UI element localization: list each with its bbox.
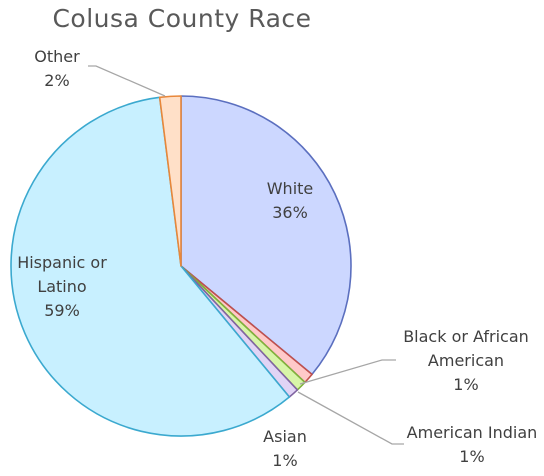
chart-title: Colusa County Race: [52, 4, 312, 33]
pie-slices: [10, 95, 352, 437]
leader-lines: [88, 65, 404, 445]
leader-line-black-or-african-american: [299, 359, 396, 385]
slice-label-line: American Indian: [407, 423, 538, 442]
slice-labels: White 36%Black or African American 1%Americ…: [17, 47, 537, 470]
pie-slice-hispanic-or-latino: [10, 96, 291, 437]
slice-label-line: 2%: [44, 71, 69, 90]
slice-label-line: 1%: [459, 447, 484, 466]
pie-slice-other: [158, 95, 182, 267]
slice-label-line: Other: [34, 47, 80, 66]
slice-label-line: 1%: [272, 451, 297, 470]
slice-label-white: White 36%: [267, 179, 314, 222]
slice-label-line: 59%: [44, 301, 80, 320]
slice-label-line: Asian: [263, 427, 307, 446]
slice-label-line: Hispanic or: [17, 253, 107, 272]
slice-label-line: Black or African: [403, 327, 529, 346]
leader-line-other: [88, 65, 166, 97]
pie-slice-white: [180, 95, 352, 376]
slice-label-hispanic-or-latino: Hispanic or Latino 59%: [17, 253, 107, 320]
slice-label-other: Other 2%: [34, 47, 80, 90]
slice-label-line: American: [428, 351, 504, 370]
slice-label-line: 1%: [453, 375, 478, 394]
slice-label-line: White: [267, 179, 314, 198]
slice-label-line: Latino: [37, 277, 86, 296]
slice-label-american-indian: American Indian 1%: [407, 423, 538, 466]
slice-label-asian: Asian 1%: [263, 427, 307, 470]
slice-label-black-or-african-american: Black or African American 1%: [403, 327, 529, 394]
slice-label-line: 36%: [272, 203, 308, 222]
leader-line-american-indian: [297, 391, 404, 445]
